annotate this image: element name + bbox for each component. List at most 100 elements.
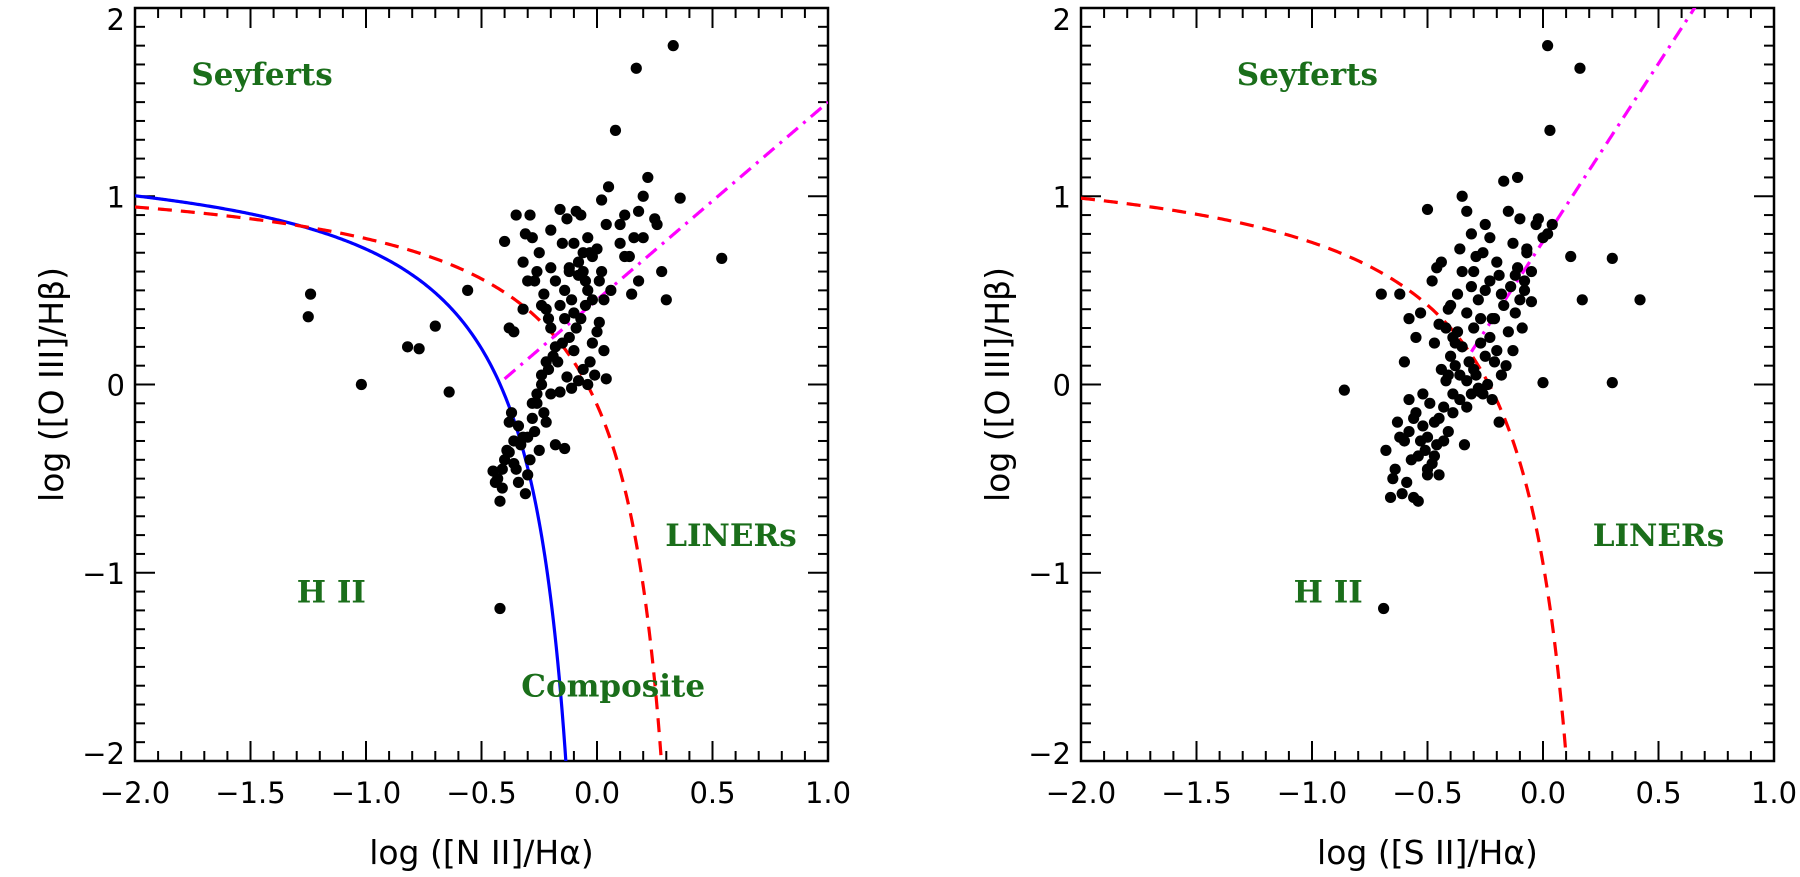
data-point [1412,450,1424,462]
data-point [1505,281,1517,293]
data-point [1442,369,1454,381]
data-point [1421,431,1434,443]
data-point [1498,175,1510,187]
data-point [559,442,571,455]
y-tick-label: −2 [82,737,125,771]
y-tick-label: 1 [107,180,125,214]
data-point [494,495,506,507]
data-point [512,420,525,432]
data-point [1394,288,1406,300]
data-point [549,439,562,451]
data-point [1491,256,1503,268]
data-point [517,303,529,315]
data-point [1495,288,1508,300]
data-point [577,363,589,376]
data-point [632,275,645,287]
y-axis-title: log ([O III]/Hβ) [978,267,1017,502]
data-point [637,232,649,244]
data-point [512,476,525,488]
data-point [304,288,317,300]
data-point [549,275,562,287]
data-point [605,284,617,296]
data-point [508,457,520,470]
data-point [1403,313,1415,325]
data-point [1387,473,1399,485]
data-point [1493,269,1505,281]
data-point [554,203,566,216]
data-point [593,275,605,287]
data-point [1509,307,1521,319]
data-point [1447,331,1459,344]
data-point [1412,495,1424,507]
data-point [1491,345,1503,357]
data-point [1449,360,1461,372]
data-point [1454,393,1466,406]
data-point [1500,360,1512,372]
x-tick-label: 0.0 [574,776,620,810]
data-point [494,602,506,615]
data-point [1475,313,1487,325]
data-point [626,288,638,300]
data-point [1484,331,1496,344]
data-point [577,265,589,278]
data-point [1565,250,1577,263]
data-point [1447,407,1459,419]
data-point [1442,303,1454,315]
y-tick-label: 0 [107,369,125,403]
data-point [1428,337,1441,349]
data-point [1472,294,1484,306]
data-point [559,284,571,296]
y-tick-label: 2 [107,3,125,37]
data-point [565,382,578,394]
data-point [1479,218,1491,231]
data-point [1470,250,1482,263]
data-point [549,341,562,353]
data-point [1445,350,1457,362]
x-tick-label: 1.0 [805,776,851,810]
data-point [1375,288,1387,300]
data-point [559,313,571,325]
data-point [1525,265,1538,278]
plot-frame [133,6,830,763]
data-point [1389,463,1401,475]
x-axis-title: log ([S II]/Hα) [1317,833,1538,872]
data-point [355,378,367,391]
y-axis-title: log ([O III]/Hβ) [32,267,71,502]
data-point [524,209,536,221]
data-point [1484,275,1496,287]
data-point [1544,124,1556,136]
region-label-liners: LINERs [665,518,796,554]
data-point [522,275,534,287]
region-label-composite: Composite [521,669,705,705]
data-point [619,209,631,221]
x-tick-label: −1.0 [1277,776,1347,810]
data-point [1516,322,1528,334]
data-point [1606,377,1618,389]
data-point [526,412,538,424]
data-point [1481,378,1494,391]
data-point [563,331,575,344]
data-point [1414,307,1427,319]
data-point [1532,213,1544,225]
x-tick-label: 0.5 [689,776,735,810]
x-tick-label: −0.5 [1392,776,1462,810]
x-tick-label: −0.5 [446,776,516,810]
data-point [586,337,598,349]
data-point [1502,326,1514,338]
data-point [1461,205,1473,217]
data-point [563,262,575,274]
data-point [519,488,531,500]
data-point [1465,228,1477,240]
data-point [1458,439,1471,451]
curve-kauffmann [135,194,568,761]
data-point [1442,425,1454,438]
x-tick-label: −1.0 [331,776,401,810]
data-point [522,431,534,443]
data-point [1546,218,1558,231]
data-point [598,345,610,357]
data-point [572,256,585,268]
data-point [1398,356,1410,368]
data-point [1424,397,1436,409]
data-point [568,345,580,357]
data-point [1514,213,1526,225]
